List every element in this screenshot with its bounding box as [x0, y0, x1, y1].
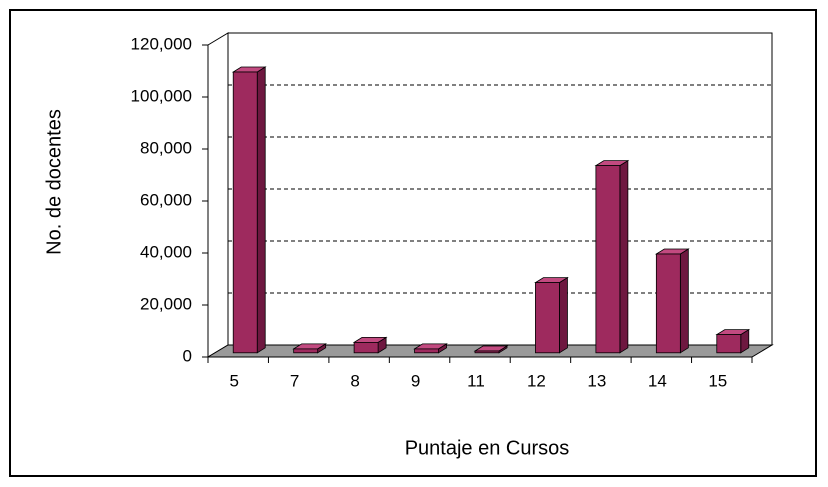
- bar: [473, 345, 509, 354]
- y-tick-label: 20,000: [140, 294, 192, 313]
- bar-side: [619, 159, 629, 354]
- x-tick-label: 13: [587, 371, 606, 390]
- bar-front: [716, 334, 742, 354]
- bar-front: [232, 71, 258, 354]
- x-tick-label: 5: [229, 371, 238, 390]
- bar: [715, 328, 751, 354]
- bar-side: [679, 248, 689, 354]
- bar: [594, 159, 630, 354]
- bar: [352, 336, 388, 354]
- bar: [292, 343, 328, 354]
- side-wall: [207, 32, 229, 358]
- x-tick-label: 7: [290, 371, 299, 390]
- y-tick-label: 80,000: [140, 138, 192, 157]
- x-axis-title: Puntaje en Cursos: [405, 437, 570, 459]
- y-axis-title: No. de docentes: [43, 109, 65, 255]
- x-tick-label: 8: [350, 371, 359, 390]
- x-tick-label: 12: [527, 371, 546, 390]
- bar: [534, 276, 569, 354]
- x-tick-label: 11: [467, 371, 485, 390]
- bar-front: [655, 253, 681, 354]
- bar-side: [256, 66, 266, 354]
- bar-front: [595, 165, 621, 354]
- y-tick-label: 0: [183, 346, 192, 365]
- bar-side: [559, 276, 568, 354]
- y-tick-label: 120,000: [131, 34, 192, 53]
- x-tick-label: 15: [708, 371, 727, 390]
- bar: [654, 248, 690, 354]
- bar-front: [474, 350, 500, 354]
- x-tick-label: 9: [411, 371, 420, 390]
- y-tick-label: 100,000: [131, 86, 192, 105]
- y-tick-label: 60,000: [140, 190, 192, 209]
- bar-front: [353, 341, 379, 354]
- bar-front: [293, 348, 319, 354]
- x-tick-label: 14: [648, 371, 667, 390]
- bar-front: [414, 348, 439, 354]
- bar: [413, 343, 448, 354]
- y-tick-label: 40,000: [140, 242, 192, 261]
- bar: [231, 66, 267, 354]
- bar-front: [535, 282, 560, 354]
